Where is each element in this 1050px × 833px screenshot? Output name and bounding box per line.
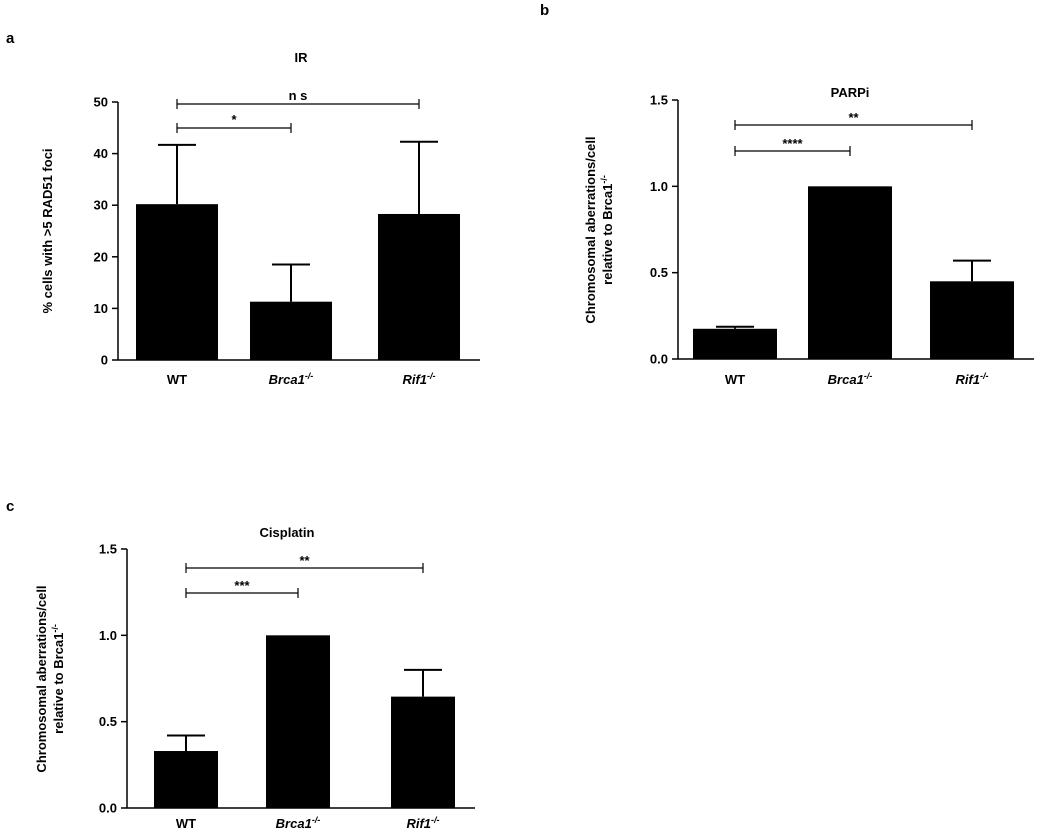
y-tick-label: 0.5 [99,714,117,729]
bar-0 [136,204,218,360]
bar-2 [391,696,455,808]
category-label-2: Rif1-/- [955,371,988,387]
significance-label-0: * [231,112,237,127]
y-tick-label: 1.5 [650,93,668,108]
category-label-superscript: -/- [431,815,440,825]
category-label-superscript: -/- [312,815,321,825]
y-axis-label: Chromosomal aberrations/cell relative to … [583,136,615,323]
significance-label-0: **** [782,136,803,151]
category-label-text: WT [176,816,196,831]
panel-letter-c: c [6,498,15,515]
y-tick-label: 20 [94,249,108,264]
category-label-text: Brca1 [828,372,864,387]
y-tick-label: 0.0 [650,352,668,367]
y-tick-label: 10 [94,301,108,316]
category-label-text: WT [725,372,745,387]
significance-label-1: n s [289,88,308,103]
y-axis-label-line: relative to Brca1 [600,184,615,285]
significance-label-1: ** [848,110,859,125]
y-axis-label-line: relative to Brca1 [51,633,66,734]
category-label-text: Rif1 [406,816,431,831]
y-axis-label: Chromosomal aberrations/cell relative to … [34,585,66,772]
category-label-text: Brca1 [276,816,312,831]
y-tick-label: 0.5 [650,265,668,280]
y-tick-label: 40 [94,146,108,161]
category-label-text: Brca1 [269,372,305,387]
chart-title: IR [295,50,309,65]
bar-1 [250,301,332,360]
bar-2 [930,281,1014,359]
y-tick-label: 0.0 [99,801,117,816]
category-label-text: Rif1 [955,372,980,387]
y-tick-label: 30 [94,198,108,213]
category-label-text: WT [167,372,187,387]
chart-panel-c: Cisplatin 0.0 0.5 1.0 1.5 Chromosomal aberrat… [34,525,475,831]
significance-label-1: ** [299,553,310,568]
y-tick-label: 1.0 [99,628,117,643]
y-tick-label: 1.0 [650,179,668,194]
category-label-1: Brca1-/- [828,371,873,387]
y-tick-label: 50 [94,95,108,110]
category-label-0: WT [167,372,187,387]
chart-panel-a: IR 0 10 20 30 40 50 % cells with >5 RAD51 foci W… [40,50,480,387]
category-label-0: WT [176,816,196,831]
bar-1 [808,186,892,359]
chart-title: PARPi [831,85,870,100]
significance-label-0: *** [234,578,250,593]
category-label-2: Rif1-/- [402,371,435,387]
bar-2 [378,213,460,360]
category-label-superscript: -/- [427,371,436,381]
category-label-1: Brca1-/- [276,815,321,831]
chart-panel-b: PARPi 0.0 0.5 1.0 1.5 Chromosomal aberrations… [583,85,1034,387]
category-label-1: Brca1-/- [269,371,314,387]
category-label-text: Rif1 [402,372,427,387]
panel-letter-b: b [540,2,550,19]
y-axis-label-line: Chromosomal aberrations/cell [34,585,49,772]
category-label-0: WT [725,372,745,387]
y-axis-label-line: % cells with >5 RAD51 foci [40,148,55,313]
category-label-superscript: -/- [980,371,989,381]
chart-title: Cisplatin [260,525,315,540]
bar-0 [154,751,218,808]
panel-letter-a: a [6,30,15,47]
bar-1 [266,635,330,808]
category-label-2: Rif1-/- [406,815,439,831]
y-axis-label-line: Chromosomal aberrations/cell [583,136,598,323]
category-label-superscript: -/- [864,371,873,381]
bar-0 [693,328,777,359]
y-axis-label-superscript: -/- [599,175,609,184]
y-tick-label: 0 [101,353,108,368]
category-label-superscript: -/- [305,371,314,381]
y-axis-label: % cells with >5 RAD51 foci [40,148,55,313]
y-axis-label-superscript: -/- [50,624,60,633]
y-tick-label: 1.5 [99,542,117,557]
